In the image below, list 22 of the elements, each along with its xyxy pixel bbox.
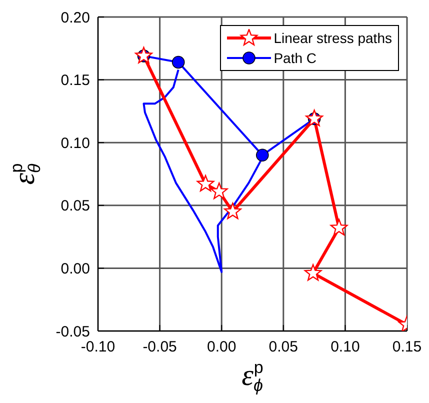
x-tick-label: 0.05 — [268, 338, 298, 356]
y-tick-label: 0.00 — [60, 260, 90, 278]
legend-label: Path C — [274, 49, 317, 68]
point — [330, 218, 348, 236]
point — [135, 46, 152, 64]
point — [256, 148, 269, 162]
x-tick-label: 0.15 — [392, 338, 422, 356]
point — [172, 56, 185, 69]
x-tick-label: 0.00 — [207, 338, 236, 356]
y-tick-label: 0.15 — [60, 72, 90, 90]
y-tick-label: -0.05 — [56, 323, 90, 340]
point — [304, 264, 322, 281]
x-tick-label: -0.10 — [80, 338, 116, 356]
x-tick-label: 0.10 — [330, 338, 360, 356]
legend-label: Linear stress paths — [274, 29, 392, 48]
point — [224, 202, 242, 220]
point — [196, 174, 214, 192]
x-tick-label: -0.05 — [142, 338, 177, 356]
y-tick-label: 0.20 — [60, 9, 90, 26]
y-tick-label: 0.05 — [60, 198, 90, 215]
point — [210, 182, 228, 200]
y-tick-label: 0.10 — [60, 134, 90, 152]
